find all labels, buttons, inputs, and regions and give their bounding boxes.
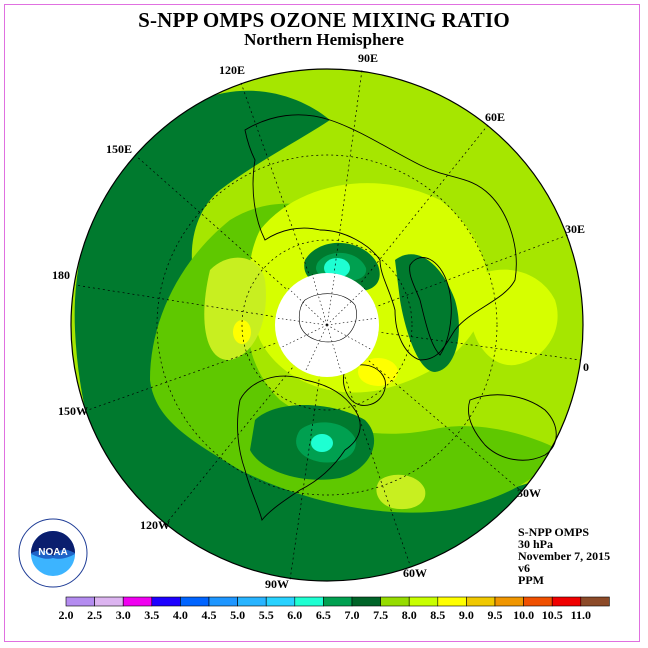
info-level: 30 hPa [518, 537, 554, 551]
color-swatch [380, 596, 410, 607]
color-scale-label: 5.0 [230, 608, 246, 622]
yellow-patch [233, 320, 251, 344]
lon-label-90e: 90E [358, 51, 379, 65]
color-swatch [65, 596, 95, 607]
color-swatch [323, 596, 353, 607]
color-scale-label: 2.5 [87, 608, 103, 622]
dark-green-band [74, 90, 560, 581]
lon-label-60e: 60E [485, 110, 506, 124]
color-scale-label: 10.5 [541, 608, 563, 622]
color-swatch [151, 596, 181, 607]
map-title: S-NPP OMPS OZONE MIXING RATIO [138, 8, 510, 32]
color-swatch [351, 596, 381, 607]
coastlines [237, 114, 557, 521]
map-boundary [70, 68, 584, 582]
lon-label-30w: 30W [517, 486, 541, 500]
lon-label-150w: 150W [58, 404, 88, 418]
color-swatch [437, 596, 467, 607]
north-america-low-core [311, 434, 333, 452]
noaa-logo-text: NOAA [38, 547, 67, 558]
lon-label-30e: 30E [565, 222, 586, 236]
color-swatch [551, 596, 582, 607]
color-swatch [294, 596, 324, 607]
lon-label-150e: 150E [106, 142, 133, 156]
lon-label-60w: 60W [403, 566, 427, 580]
color-scale-label: 5.5 [258, 608, 274, 622]
color-scale-label: 8.5 [430, 608, 446, 622]
africa-coast [467, 394, 557, 461]
color-scale-label: 7.0 [344, 608, 360, 622]
graticule [74, 69, 581, 581]
eurasia-coast [244, 114, 517, 361]
color-scale-label: 8.0 [401, 608, 417, 622]
info-units: PPM [518, 573, 544, 587]
color-swatch [408, 596, 439, 607]
atlantic-light-region [376, 474, 426, 510]
map-subtitle: Northern Hemisphere [244, 30, 404, 49]
color-swatch [122, 596, 153, 607]
figure-frame [4, 4, 640, 642]
north-america-coast [237, 375, 361, 521]
scandinavia-coast [409, 257, 452, 356]
noaa-logo: NOAA [18, 518, 88, 588]
info-instrument: S-NPP OMPS [518, 525, 589, 539]
lon-label-90w: 90W [265, 577, 289, 591]
color-swatch [208, 596, 238, 607]
color-scale-label: 11.0 [570, 608, 591, 622]
color-swatch [580, 596, 610, 607]
color-scale-label: 7.5 [373, 608, 389, 622]
color-scale-label: 2.0 [58, 608, 74, 622]
color-swatch [494, 596, 524, 607]
color-scale-label: 3.5 [144, 608, 160, 622]
pole-low-core [324, 258, 350, 278]
color-swatch [265, 596, 296, 607]
color-scale-label: 4.0 [172, 608, 188, 622]
lon-label-180: 180 [52, 268, 70, 282]
color-swatch [94, 596, 124, 607]
color-scale-label: 6.5 [315, 608, 331, 622]
scandinavia-low [395, 254, 459, 372]
info-date: November 7, 2015 [518, 549, 611, 563]
polar-night-cap [275, 272, 379, 377]
color-swatch [180, 596, 210, 607]
color-scale-swatches [65, 596, 610, 607]
color-swatch [237, 596, 267, 607]
lon-label-120w: 120W [140, 518, 170, 532]
lon-label-120e: 120E [219, 63, 246, 77]
color-scale-label: 4.5 [201, 608, 217, 622]
color-swatch [523, 596, 553, 607]
info-version: v6 [518, 561, 530, 575]
color-scale-label: 9.0 [458, 608, 474, 622]
color-scale-label: 6.0 [287, 608, 303, 622]
color-scale-label: 9.5 [487, 608, 503, 622]
east-light-region [470, 269, 558, 366]
color-scale-label: 3.0 [115, 608, 131, 622]
color-scale-label: 10.0 [513, 608, 535, 622]
color-swatch [466, 596, 496, 607]
greenland-coast [343, 364, 386, 406]
lon-label-0: 0 [583, 360, 589, 374]
